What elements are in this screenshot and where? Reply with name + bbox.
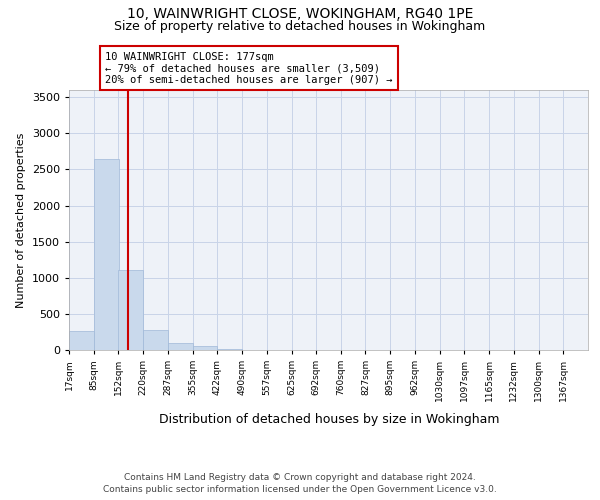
Bar bbox=[69, 330, 94, 350]
Bar bbox=[217, 348, 242, 350]
Y-axis label: Number of detached properties: Number of detached properties bbox=[16, 132, 26, 308]
Text: Contains public sector information licensed under the Open Government Licence v3: Contains public sector information licen… bbox=[103, 485, 497, 494]
Bar bbox=[118, 270, 143, 350]
Text: Contains HM Land Registry data © Crown copyright and database right 2024.: Contains HM Land Registry data © Crown c… bbox=[124, 472, 476, 482]
Text: 10 WAINWRIGHT CLOSE: 177sqm
← 79% of detached houses are smaller (3,509)
20% of : 10 WAINWRIGHT CLOSE: 177sqm ← 79% of det… bbox=[106, 52, 393, 85]
Bar bbox=[143, 330, 168, 350]
Bar bbox=[168, 343, 193, 350]
Text: 10, WAINWRIGHT CLOSE, WOKINGHAM, RG40 1PE: 10, WAINWRIGHT CLOSE, WOKINGHAM, RG40 1P… bbox=[127, 8, 473, 22]
Text: Size of property relative to detached houses in Wokingham: Size of property relative to detached ho… bbox=[115, 20, 485, 33]
Bar bbox=[193, 346, 217, 350]
Text: Distribution of detached houses by size in Wokingham: Distribution of detached houses by size … bbox=[158, 412, 499, 426]
Bar bbox=[94, 160, 119, 350]
